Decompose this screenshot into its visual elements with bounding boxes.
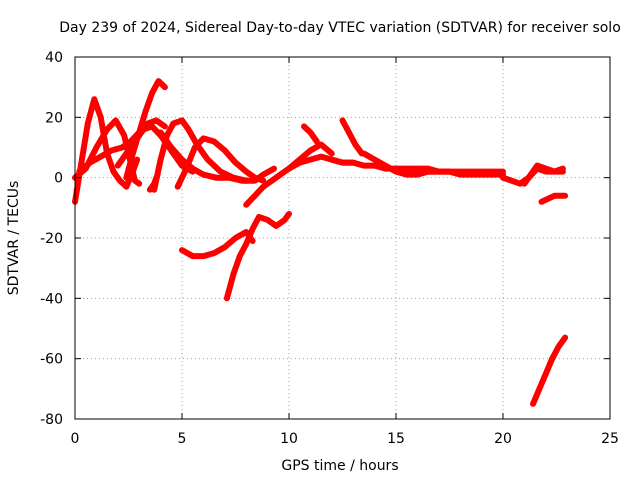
y-tick-label: 0 [54, 171, 63, 187]
y-axis-label: SDTVAR / TECUs [6, 181, 22, 296]
series-trace-20 [521, 162, 566, 187]
y-tick-label: -80 [40, 412, 63, 428]
y-tick-label: 20 [45, 110, 63, 126]
series-trace-7 [157, 129, 277, 184]
series-trace-22 [530, 334, 569, 407]
x-tick-label: 10 [280, 431, 298, 447]
x-tick-label: 0 [71, 431, 80, 447]
series-trace-15 [339, 117, 365, 157]
y-tick-label: -60 [40, 352, 63, 368]
chart-title: Day 239 of 2024, Sidereal Day-to-day VTE… [59, 20, 621, 36]
x-tick-label: 20 [494, 431, 512, 447]
y-tick-label: 40 [45, 50, 63, 66]
series-trace-21 [538, 192, 569, 205]
series-trace-5 [114, 123, 196, 175]
series-trace-10 [179, 229, 256, 260]
x-axis-label: GPS time / hours [281, 458, 398, 474]
x-tick-label: 15 [387, 431, 405, 447]
plot-area [72, 78, 569, 407]
series-trace-8 [174, 135, 267, 190]
series-trace-4 [123, 78, 168, 181]
axis-ticks: 0 5 10 15 20 25 -80 -60 -40 -20 0 20 40 [40, 50, 619, 447]
series-trace-14 [301, 123, 320, 145]
grid [75, 57, 610, 419]
series-trace-9 [146, 174, 160, 193]
y-tick-label: -20 [40, 231, 63, 247]
x-tick-label: 25 [601, 431, 619, 447]
series-trace-13 [286, 141, 335, 172]
y-tick-label: -40 [40, 291, 63, 307]
series-trace-3 [76, 117, 168, 175]
x-tick-label: 5 [178, 431, 187, 447]
series-trace-18 [393, 165, 506, 175]
series-trace-11 [223, 210, 292, 302]
